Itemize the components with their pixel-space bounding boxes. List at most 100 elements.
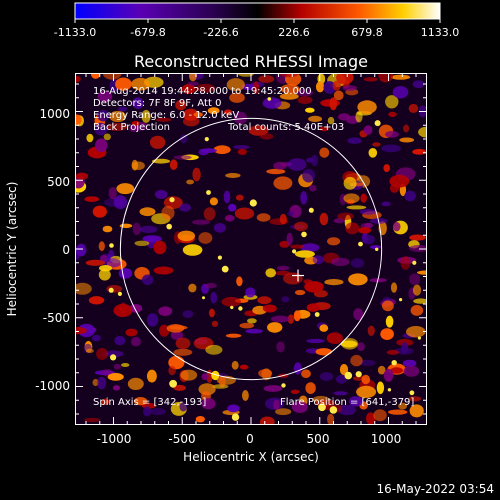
image-blob: [103, 258, 122, 268]
image-blob: [265, 268, 276, 278]
image-blob: [333, 90, 344, 101]
image-blob: [403, 365, 420, 377]
image-blob: [343, 193, 360, 204]
image-blob: [404, 190, 416, 202]
image-blob: [403, 124, 410, 133]
image-blob: [179, 402, 188, 412]
image-blob: [153, 240, 167, 255]
image-hotspot: [238, 306, 243, 311]
image-blob: [75, 282, 92, 295]
heatmap-image: [75, 73, 427, 425]
image-blob: [132, 97, 144, 109]
image-blob: [262, 304, 277, 313]
image-blob: [131, 159, 138, 171]
image-blob: [355, 111, 363, 123]
image-blob: [129, 304, 143, 313]
image-blob: [175, 100, 187, 111]
image-hotspot: [230, 305, 234, 310]
image-hotspot: [166, 223, 172, 230]
solar-limb: [119, 117, 383, 381]
image-blob: [116, 183, 135, 195]
image-blob: [180, 134, 188, 144]
image-hotspot: [344, 371, 353, 380]
image-blob: [363, 77, 378, 82]
image-blob: [91, 73, 101, 79]
image-blob: [236, 276, 243, 287]
image-blob: [413, 298, 427, 304]
image-blob: [386, 349, 399, 355]
image-blob: [195, 83, 216, 93]
image-blob: [75, 243, 87, 257]
image-blob: [400, 256, 411, 270]
image-blob: [203, 207, 216, 221]
image-blob: [227, 404, 240, 413]
image-blob: [139, 207, 156, 217]
image-blob: [209, 197, 218, 206]
image-hotspot: [355, 371, 362, 378]
image-hotspot: [292, 249, 297, 254]
image-blob: [143, 406, 152, 417]
image-blob: [96, 347, 109, 360]
y-tick-label: 500: [47, 175, 70, 189]
image-blob: [302, 168, 315, 183]
image-blob: [312, 255, 324, 265]
image-blob: [306, 157, 314, 163]
image-blob: [213, 223, 226, 233]
image-blob: [370, 245, 381, 250]
image-blob: [229, 92, 245, 103]
image-blob: [409, 273, 421, 286]
image-hotspot: [329, 406, 338, 414]
image-blob: [92, 334, 101, 342]
image-blob: [412, 80, 425, 89]
image-blob: [106, 285, 123, 293]
image-blob: [211, 370, 220, 381]
image-blob: [304, 281, 324, 293]
image-blob: [258, 75, 275, 83]
image-blob: [97, 376, 107, 390]
image-blob: [280, 84, 300, 94]
image-blob: [353, 308, 364, 321]
image-blob: [357, 342, 365, 352]
image-blob: [113, 195, 127, 210]
image-blob: [224, 214, 235, 222]
image-blob: [205, 344, 223, 355]
image-blob: [301, 369, 311, 379]
x-axis-label: Heliocentric X (arcsec): [183, 450, 319, 464]
image-blob: [390, 367, 403, 374]
image-blob: [350, 354, 363, 367]
image-blob: [131, 336, 141, 347]
image-blob: [154, 189, 168, 199]
image-blob: [208, 308, 215, 318]
image-blob: [131, 77, 151, 91]
image-blob: [367, 325, 375, 336]
image-blob: [279, 213, 287, 225]
image-blob: [104, 350, 124, 358]
image-blob: [118, 268, 133, 279]
image-blob: [348, 396, 363, 407]
image-hotspot: [249, 199, 257, 207]
image-blob: [363, 125, 373, 135]
image-hotspot: [169, 197, 175, 203]
image-blob: [188, 283, 197, 293]
y-axis-label: Heliocentric Y (arcsec): [5, 181, 19, 317]
image-blob: [146, 369, 157, 383]
image-blob: [263, 385, 283, 392]
image-blob: [198, 148, 209, 156]
image-blob: [406, 326, 426, 338]
image-blob: [146, 236, 156, 249]
image-blob: [99, 265, 112, 272]
image-blob: [149, 135, 166, 149]
image-blob: [107, 373, 124, 381]
time-range-label: 16-Aug-2014 19:44:28.000 to 19:45:20.000: [93, 86, 312, 97]
image-blob: [225, 333, 242, 338]
x-tick-label: 1000: [370, 432, 402, 446]
image-blob: [380, 328, 394, 340]
image-blob: [182, 310, 194, 318]
image-blob: [86, 133, 94, 143]
image-blob: [153, 266, 174, 275]
image-blob: [75, 114, 82, 126]
image-blob: [75, 75, 81, 83]
image-blob: [189, 73, 197, 82]
image-blob: [226, 78, 245, 92]
image-blob: [276, 341, 285, 353]
